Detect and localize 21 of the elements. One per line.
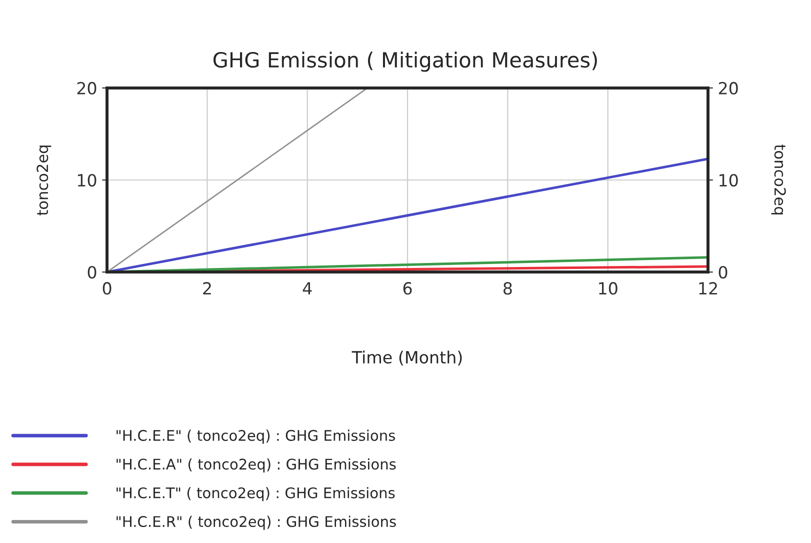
x-tick-label: 4 xyxy=(302,282,312,294)
x-tick-label: 10 xyxy=(599,282,618,295)
y-tick-label: 20 xyxy=(77,82,96,95)
y-tick-label: 10 xyxy=(78,174,96,187)
x-tick-label: 0 xyxy=(102,282,112,295)
y2-axis-title: tonco2eq xyxy=(771,144,786,214)
y2-tick-label: 0 xyxy=(718,266,728,279)
y2-tick-label: 20 xyxy=(718,82,738,95)
x-tick-label: 6 xyxy=(403,282,412,295)
y-tick-label: 0 xyxy=(88,266,96,279)
legend-label: "H.C.E.E" ( tonco2eq) : GHG Emissions xyxy=(116,430,395,444)
legend-label: "H.C.E.A" ( tonco2eq) : GHG Emissions xyxy=(116,458,396,472)
chart-title: GHG Emission ( Mitigation Measures) xyxy=(213,52,597,72)
y2-tick-label: 10 xyxy=(720,174,738,187)
y-axis-title: tonco2eq xyxy=(36,146,52,216)
x-axis-title: Time (Month) xyxy=(352,350,462,366)
x-tick-label: 2 xyxy=(203,282,211,294)
x-tick-label: 8 xyxy=(504,282,512,295)
legend-label: "H.C.E.T" ( tonco2eq) : GHG Emissions xyxy=(116,487,395,502)
x-tick-label: 12 xyxy=(699,282,717,294)
legend-label: "H.C.E.R" ( tonco2eq) : GHG Emissions xyxy=(116,516,396,530)
